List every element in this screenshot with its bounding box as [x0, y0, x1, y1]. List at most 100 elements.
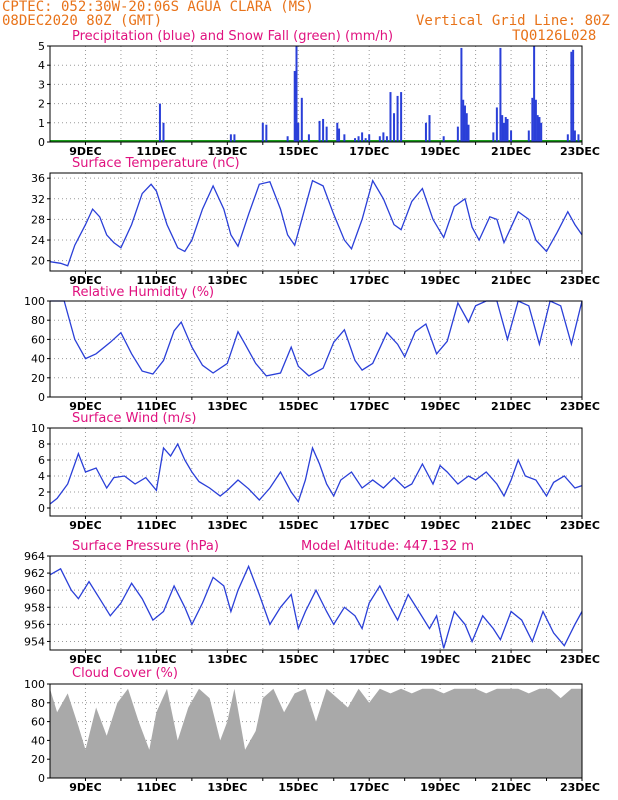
- panel-subtitle: Model Altitude: 447.132 m: [301, 539, 474, 554]
- precip-bar: [538, 117, 541, 142]
- precip-bar: [378, 136, 381, 142]
- precip-bar: [460, 47, 463, 142]
- precip-bar: [499, 47, 502, 142]
- x-tick-label: 9DEC: [69, 519, 101, 532]
- series-line: [49, 442, 583, 505]
- precip-bar: [510, 130, 513, 142]
- precip-bar: [533, 46, 536, 142]
- plot-frame: [49, 300, 583, 398]
- x-tick-label: 15DEC: [278, 145, 318, 158]
- x-tick-label: 17DEC: [349, 400, 389, 413]
- x-tick-label: 11DEC: [136, 653, 176, 666]
- y-tick-label: 60: [31, 716, 45, 729]
- precip-bar: [158, 103, 161, 142]
- precip-bar: [442, 136, 445, 142]
- precip-bar: [385, 136, 388, 142]
- precip-bar: [573, 130, 576, 142]
- precip-bar: [456, 126, 459, 142]
- x-tick-label: 21DEC: [491, 400, 531, 413]
- y-tick-label: 0: [38, 136, 45, 149]
- x-tick-label: 19DEC: [420, 519, 460, 532]
- precip-bar: [162, 122, 165, 142]
- cloud-area: [50, 688, 582, 778]
- precip-bar: [336, 122, 339, 142]
- x-tick-label: 15DEC: [278, 274, 318, 287]
- x-tick-label: 9DEC: [69, 653, 101, 666]
- y-tick-label: 0: [38, 502, 45, 515]
- x-tick-label: 13DEC: [207, 653, 247, 666]
- header-date: 08DEC2020 80Z (GMT): [2, 13, 163, 29]
- x-tick-label: 11DEC: [136, 781, 176, 794]
- x-tick-label: 9DEC: [69, 781, 101, 794]
- precip-bar: [307, 134, 310, 142]
- precip-bar: [495, 107, 498, 142]
- x-tick-label: 19DEC: [420, 274, 460, 287]
- y-tick-label: 4: [38, 470, 45, 483]
- y-tick-label: 24: [31, 234, 45, 247]
- x-tick-label: 9DEC: [69, 274, 101, 287]
- panel-title: Surface Wind (m/s): [72, 411, 196, 426]
- y-tick-label: 962: [24, 567, 45, 580]
- x-tick-label: 23DEC: [560, 519, 600, 532]
- precip-bar: [566, 134, 569, 142]
- x-tick-label: 17DEC: [349, 653, 389, 666]
- precip-bar: [361, 132, 364, 142]
- precip-bar: [354, 138, 357, 142]
- y-tick-label: 32: [31, 193, 45, 206]
- x-tick-label: 17DEC: [349, 519, 389, 532]
- precip-bar: [265, 124, 268, 142]
- y-tick-label: 10: [31, 422, 45, 435]
- x-tick-label: 19DEC: [420, 145, 460, 158]
- x-tick-label: 21DEC: [491, 653, 531, 666]
- precip-bar: [229, 134, 232, 142]
- precip-bar: [382, 132, 385, 142]
- y-tick-label: 3: [38, 78, 45, 91]
- precip-bar: [462, 99, 465, 142]
- y-tick-label: 20: [31, 372, 45, 385]
- precip-bar: [364, 138, 367, 142]
- y-tick-label: 5: [38, 40, 45, 53]
- y-tick-label: 960: [24, 584, 45, 597]
- x-tick-label: 15DEC: [278, 653, 318, 666]
- precip-bar: [322, 118, 325, 142]
- plot-frame: [49, 555, 583, 651]
- y-tick-label: 8: [38, 438, 45, 451]
- y-tick-label: 28: [31, 213, 45, 226]
- precip-bar: [343, 134, 346, 142]
- x-tick-label: 13DEC: [207, 274, 247, 287]
- panel-title: Surface Pressure (hPa): [72, 539, 219, 554]
- x-tick-label: 23DEC: [560, 653, 600, 666]
- precip-bar: [463, 105, 466, 142]
- precip-bar: [492, 132, 495, 142]
- x-tick-label: 13DEC: [207, 519, 247, 532]
- x-tick-label: 13DEC: [207, 781, 247, 794]
- x-tick-label: 9DEC: [69, 145, 101, 158]
- x-tick-label: 23DEC: [560, 274, 600, 287]
- plot-frame: [49, 45, 583, 143]
- precip-bar: [570, 51, 573, 143]
- x-tick-label: 21DEC: [491, 519, 531, 532]
- x-tick-label: 19DEC: [420, 653, 460, 666]
- panel-3: 0 2 4 6 8 10 9DEC 11DEC 13DEC 15DEC 17DEC 19DEC 21DE…: [31, 411, 600, 532]
- x-tick-label: 23DEC: [560, 145, 600, 158]
- precip-bar: [295, 46, 298, 142]
- x-tick-label: 15DEC: [278, 400, 318, 413]
- header-grid-line: Vertical Grid Line: 80Z: [416, 13, 610, 29]
- y-tick-label: 40: [31, 734, 45, 747]
- panel-4: 954 956 958 960 962 964 9DEC 11DEC 13DEC 15DEC 17D…: [24, 539, 600, 666]
- precip-bar: [297, 122, 300, 142]
- y-tick-label: 1: [38, 117, 45, 130]
- precip-bar: [400, 92, 403, 142]
- precip-bar: [424, 122, 427, 142]
- series-line: [50, 300, 583, 377]
- x-tick-label: 13DEC: [207, 145, 247, 158]
- y-tick-label: 6: [38, 454, 45, 467]
- y-tick-label: 4: [38, 59, 45, 72]
- y-tick-label: 954: [24, 635, 45, 648]
- precip-bar: [572, 49, 575, 143]
- x-tick-label: 11DEC: [136, 400, 176, 413]
- precip-bar: [527, 130, 530, 142]
- y-tick-label: 40: [31, 353, 45, 366]
- x-tick-label: 11DEC: [136, 145, 176, 158]
- precip-bar: [504, 117, 507, 142]
